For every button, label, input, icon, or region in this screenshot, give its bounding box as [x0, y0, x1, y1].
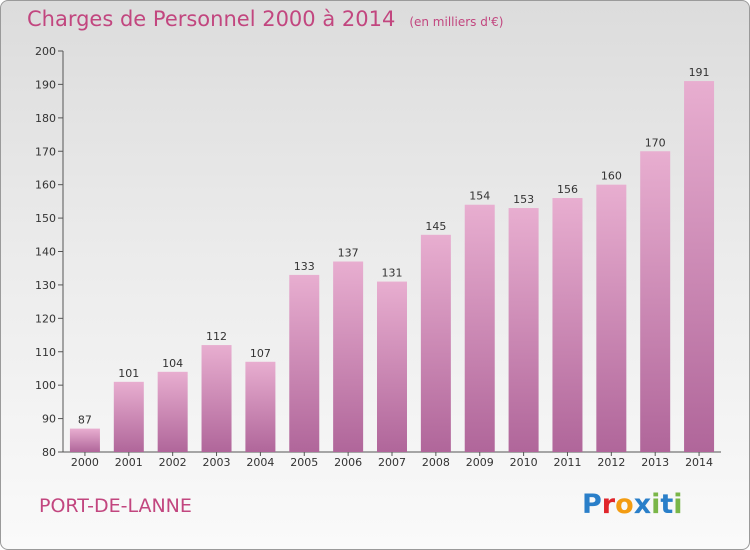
- data-label-2006: 137: [338, 247, 359, 260]
- bar-2010: [508, 208, 539, 452]
- x-tick-label-2007: 2007: [378, 456, 406, 469]
- chart-bars: [69, 81, 715, 452]
- data-label-2003: 112: [206, 330, 227, 343]
- bar-2008: [420, 234, 451, 452]
- y-tick-label: 150: [35, 212, 56, 225]
- data-label-2012: 160: [601, 170, 622, 183]
- logo-letter: r: [601, 489, 616, 520]
- x-tick-label-2009: 2009: [466, 456, 494, 469]
- proxiti-logo[interactable]: Proxiti: [582, 489, 683, 520]
- data-label-2000: 87: [78, 414, 92, 427]
- y-tick-label: 140: [35, 246, 56, 259]
- data-label-2009: 154: [469, 190, 490, 203]
- y-tick-label: 120: [35, 312, 56, 325]
- x-tick-label-2013: 2013: [641, 456, 669, 469]
- logo-letter: x: [633, 489, 652, 520]
- bar-2009: [464, 204, 495, 452]
- data-label-2010: 153: [513, 193, 534, 206]
- data-label-2008: 145: [425, 220, 446, 233]
- y-tick-label: 190: [35, 78, 56, 91]
- x-tick-label-2001: 2001: [115, 456, 143, 469]
- x-tick-label-2005: 2005: [290, 456, 318, 469]
- data-label-2001: 101: [118, 367, 139, 380]
- chart-subtitle: (en milliers d'€): [409, 15, 504, 29]
- bar-2014: [684, 81, 715, 452]
- x-tick-label-2004: 2004: [246, 456, 274, 469]
- y-tick-label: 110: [35, 346, 56, 359]
- x-tick-label-2002: 2002: [159, 456, 187, 469]
- commune-name: PORT-DE-LANNE: [39, 495, 192, 517]
- x-tick-label-2011: 2011: [553, 456, 581, 469]
- x-tick-label-2014: 2014: [685, 456, 713, 469]
- y-tick-label: 160: [35, 179, 56, 192]
- x-tick-label-2008: 2008: [422, 456, 450, 469]
- bar-2000: [69, 428, 100, 452]
- data-label-2005: 133: [294, 260, 315, 273]
- chart-title-text: Charges de Personnel 2000 à 2014: [27, 7, 396, 31]
- bar-2012: [596, 184, 627, 452]
- bar-2006: [333, 261, 364, 452]
- y-tick-label: 90: [42, 413, 56, 426]
- y-tick-label: 80: [42, 446, 56, 459]
- chart-data-labels: 87 101 104 112 107 133 137 131 145 154 153 156 160 17…: [78, 66, 710, 427]
- data-label-2013: 170: [645, 136, 666, 149]
- data-label-2011: 156: [557, 183, 578, 196]
- bar-2002: [157, 371, 188, 452]
- bar-2004: [245, 361, 276, 452]
- bar-2007: [377, 281, 407, 452]
- data-label-2007: 131: [382, 267, 403, 280]
- logo-letter: P: [582, 489, 602, 520]
- x-tick-label-2010: 2010: [510, 456, 538, 469]
- logo-letter: o: [615, 489, 634, 520]
- y-tick-label: 170: [35, 145, 56, 158]
- bar-2001: [113, 381, 144, 452]
- bar-2011: [552, 198, 583, 452]
- x-tick-label-2006: 2006: [334, 456, 362, 469]
- logo-letter: i: [651, 489, 661, 520]
- bar-2005: [289, 274, 320, 452]
- x-tick-label-2012: 2012: [597, 456, 625, 469]
- data-label-2014: 191: [689, 66, 710, 79]
- y-tick-label: 180: [35, 112, 56, 125]
- y-tick-label: 100: [35, 379, 56, 392]
- bar-2003: [201, 345, 232, 452]
- chart-title: Charges de Personnel 2000 à 2014 (en mill…: [27, 7, 503, 31]
- y-tick-label: 130: [35, 279, 56, 292]
- x-tick-label-2003: 2003: [203, 456, 231, 469]
- logo-letter: i: [673, 489, 683, 520]
- data-label-2004: 107: [250, 347, 271, 360]
- data-label-2002: 104: [162, 357, 183, 370]
- logo-letter: t: [660, 489, 674, 520]
- y-tick-label: 200: [35, 45, 56, 58]
- chart-axes: 80 90 100 110 120 130 140 150 160 170 180 190 200 200…: [35, 45, 721, 469]
- bar-2013: [640, 151, 671, 452]
- x-tick-label-2000: 2000: [71, 456, 99, 469]
